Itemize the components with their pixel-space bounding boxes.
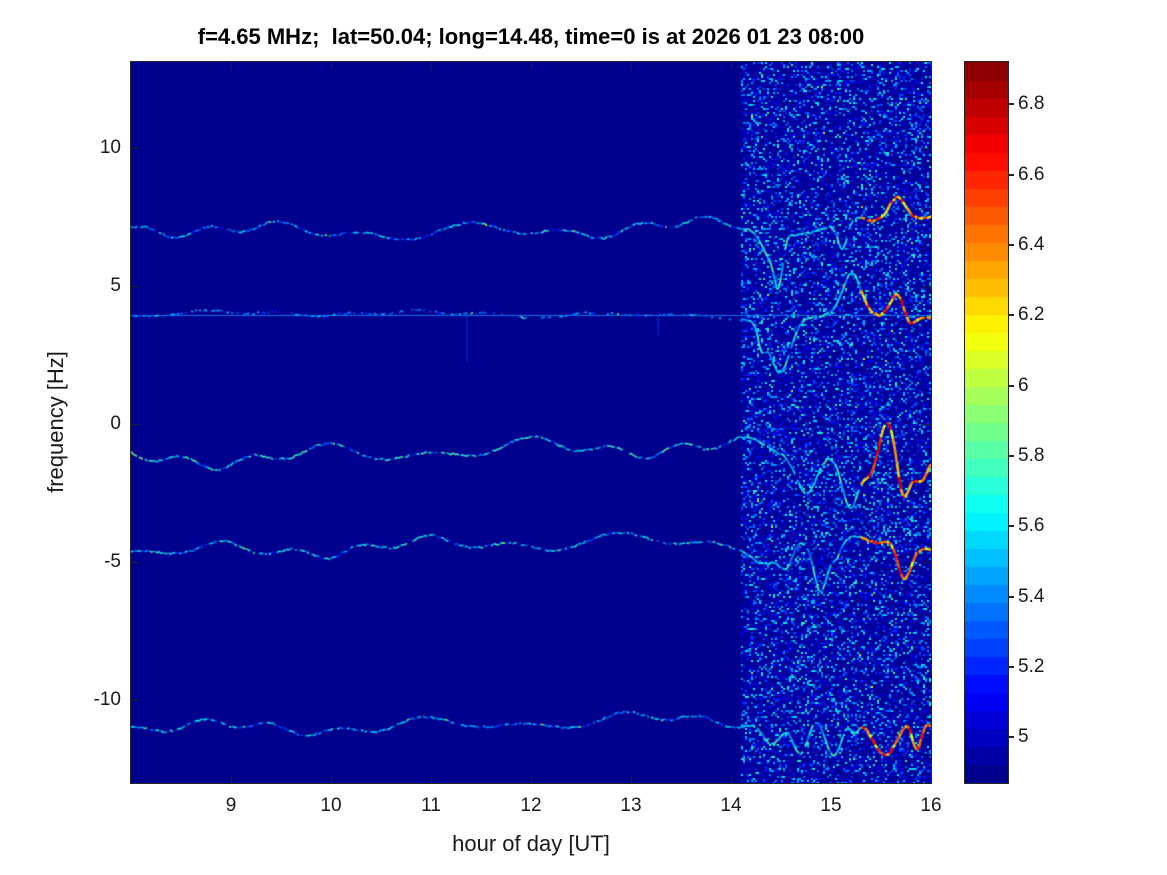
colorbar-tick-mark: [1008, 665, 1014, 668]
colorbar-tick-mark: [1008, 314, 1014, 317]
colorbar-tick-label: 6.8: [1018, 93, 1045, 115]
colorbar-tick-label: 5: [1018, 726, 1029, 748]
x-tick-label: 16: [920, 795, 942, 816]
colorbar-tick-mark: [1008, 103, 1014, 106]
y-tick-label: -10: [93, 689, 121, 711]
y-tick-label: 10: [99, 136, 121, 158]
y-tick-label: 0: [110, 412, 121, 434]
colorbar-tick-mark: [1008, 595, 1014, 598]
colorbar-tick-mark: [1008, 384, 1014, 387]
colorbar-tick-label: 5.4: [1018, 585, 1045, 607]
x-tick-label: 10: [320, 795, 342, 816]
x-tick-label: 9: [225, 795, 237, 816]
colorbar-tick-mark: [1008, 173, 1014, 176]
colorbar-canvas: [964, 61, 1009, 784]
x-axis-label: hour of day [UT]: [452, 831, 610, 856]
x-tick-label: 11: [421, 795, 441, 816]
x-tick-label: 12: [520, 795, 542, 816]
colorbar-tick-label: 5.2: [1018, 655, 1045, 677]
colorbar-tick-label: 6.6: [1018, 163, 1045, 185]
colorbar-tick-mark: [1008, 243, 1014, 246]
colorbar-tick-label: 6: [1018, 374, 1029, 396]
x-tick-label: 13: [620, 795, 642, 816]
colorbar-tick-label: 6.4: [1018, 233, 1045, 255]
colorbar-tick-mark: [1008, 454, 1014, 457]
x-tick-label: 14: [720, 795, 742, 816]
colorbar-tick-label: 6.2: [1018, 304, 1045, 326]
y-tick-label: -5: [104, 551, 121, 572]
colorbar-tick-mark: [1008, 525, 1014, 528]
chart-title: f=4.65 MHz; lat=50.04; long=14.48, time=…: [197, 24, 865, 49]
colorbar-tick-label: 5.6: [1018, 515, 1045, 537]
colorbar-tick-mark: [1008, 736, 1014, 739]
y-tick-label: 5: [110, 274, 121, 296]
colorbar-tick-label: 5.8: [1018, 444, 1045, 466]
spectrogram-canvas: [130, 61, 932, 784]
x-tick-label: 15: [820, 795, 842, 816]
